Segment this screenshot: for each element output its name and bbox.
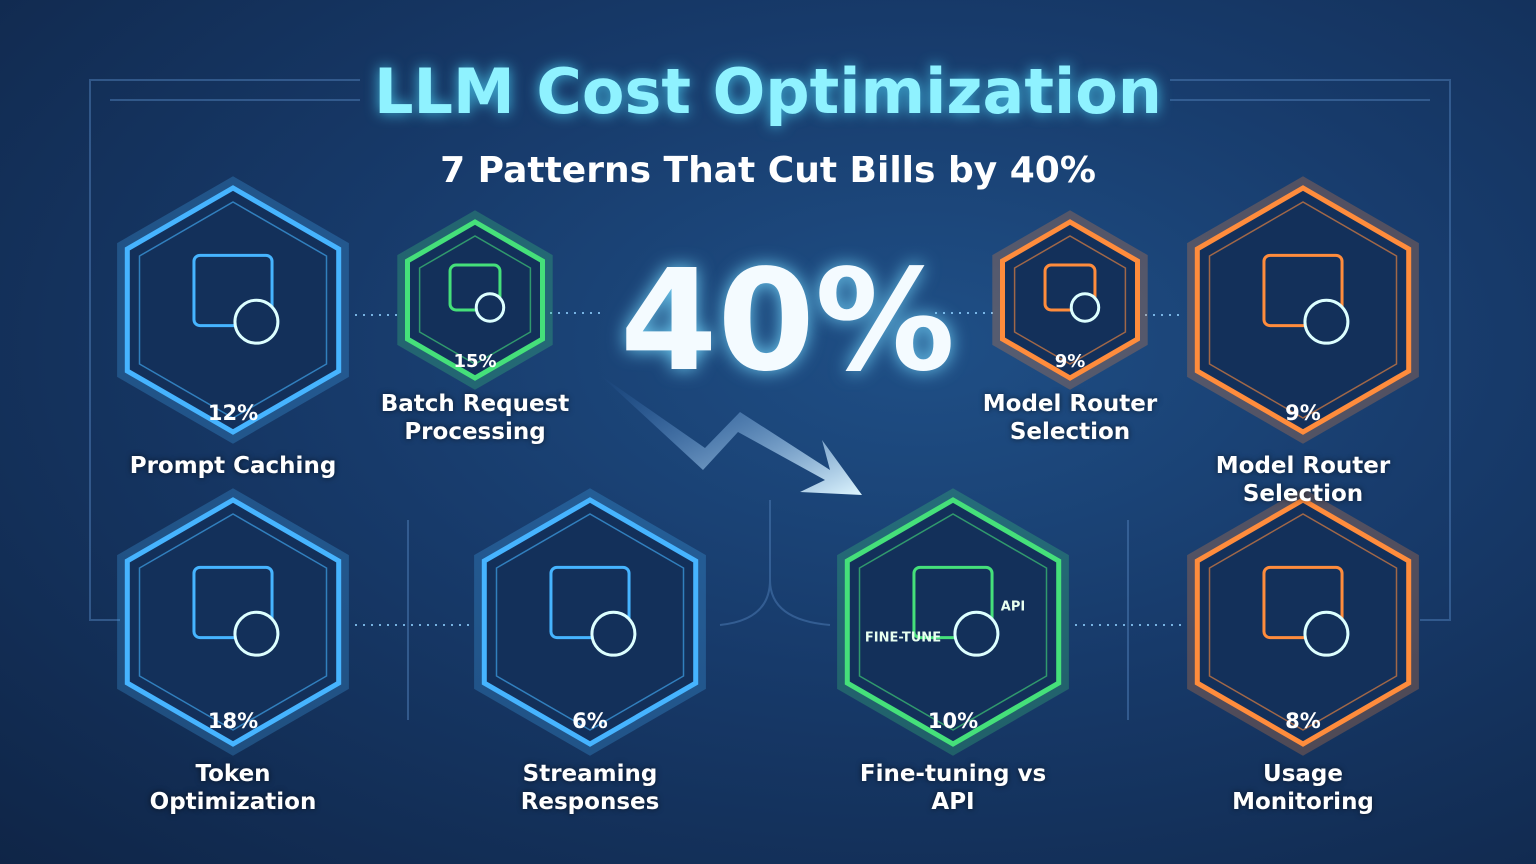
node-label: Fine-tuning vs API (859, 761, 1047, 815)
icon (474, 292, 506, 323)
hex (124, 497, 342, 747)
hex-inner (495, 513, 685, 731)
percent: 9% (1055, 351, 1086, 372)
percent: 15% (453, 351, 496, 372)
hex-inner (858, 513, 1048, 731)
hex-glow (837, 488, 1069, 756)
icon (1262, 253, 1344, 328)
hex-glow (397, 210, 553, 390)
hex-glow (1187, 488, 1419, 756)
icon (912, 565, 994, 640)
hex (124, 185, 342, 435)
hex (1000, 219, 1140, 381)
hex (844, 497, 1062, 747)
icon-text: FINE-TUNE (865, 631, 941, 646)
hex-glow (117, 176, 349, 444)
hex-glow (1187, 176, 1419, 444)
circuit-lines (89, 79, 1451, 720)
subtitle: 7 Patterns That Cut Bills by 40% (440, 150, 1096, 191)
icon (192, 253, 274, 328)
hex-glow (117, 488, 349, 756)
percent: 12% (208, 401, 258, 425)
hex-inner (1208, 201, 1398, 419)
hero-percent: 40% (620, 240, 956, 403)
hex-inner (138, 201, 328, 419)
icon (1262, 565, 1344, 640)
node-label: Batch Request Processing (380, 391, 570, 445)
percent: 18% (208, 709, 258, 733)
hex (1194, 497, 1412, 747)
connectors (355, 312, 1185, 626)
icon (953, 610, 1000, 657)
down-arrow (600, 375, 862, 495)
percent: 8% (1285, 709, 1321, 733)
percent: 6% (572, 709, 608, 733)
hex-inner (1208, 513, 1398, 731)
hex-glow (474, 488, 706, 756)
percent: 10% (928, 709, 978, 733)
icon (233, 298, 280, 345)
hex-inner (418, 235, 532, 365)
icon (1303, 610, 1350, 657)
node-label: Usage Monitoring (1232, 761, 1374, 815)
icon-text: API (1001, 600, 1025, 615)
icon (549, 565, 631, 640)
node-label: Prompt Caching (129, 453, 337, 479)
icon (1069, 292, 1101, 323)
hex-inner (138, 513, 328, 731)
hex (1194, 185, 1412, 435)
hex-inner (1013, 235, 1127, 365)
percent: 9% (1285, 401, 1321, 425)
title: LLM Cost Optimization (374, 55, 1162, 128)
node-label: Token Optimization (149, 761, 317, 815)
hex (405, 219, 545, 381)
hex (481, 497, 699, 747)
icon (590, 610, 637, 657)
icon (192, 565, 274, 640)
hex-glow (992, 210, 1148, 390)
icon (233, 610, 280, 657)
node-label: Streaming Responses (520, 761, 660, 815)
node-label: Model Router Selection (982, 391, 1158, 445)
node-label: Model Router Selection (1215, 453, 1391, 507)
icon (1303, 298, 1350, 345)
